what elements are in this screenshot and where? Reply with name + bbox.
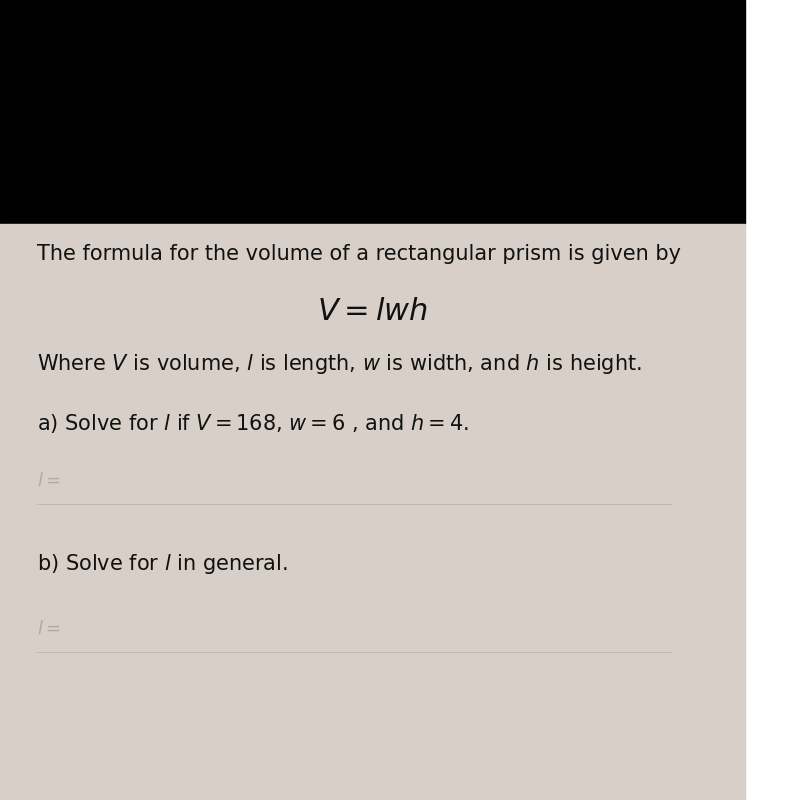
- Text: b) Solve for $\mathit{l}$ in general.: b) Solve for $\mathit{l}$ in general.: [38, 552, 288, 576]
- Text: The formula for the volume of a rectangular prism is given by: The formula for the volume of a rectangu…: [38, 244, 682, 264]
- Text: $\mathit{l} =$: $\mathit{l} =$: [38, 472, 61, 490]
- Text: Where $V$ is volume, $l$ is length, $w$ is width, and $h$ is height.: Where $V$ is volume, $l$ is length, $w$ …: [38, 352, 642, 376]
- Text: a) Solve for $\mathit{l}$ if $V = 168$, $w = 6$ , and $h = 4$.: a) Solve for $\mathit{l}$ if $V = 168$, …: [38, 412, 470, 435]
- Text: $V = lwh$: $V = lwh$: [317, 296, 428, 327]
- Text: $\mathit{l} =$: $\mathit{l} =$: [38, 620, 61, 638]
- Bar: [0, 224, 745, 800]
- Bar: [0, 0, 745, 224]
